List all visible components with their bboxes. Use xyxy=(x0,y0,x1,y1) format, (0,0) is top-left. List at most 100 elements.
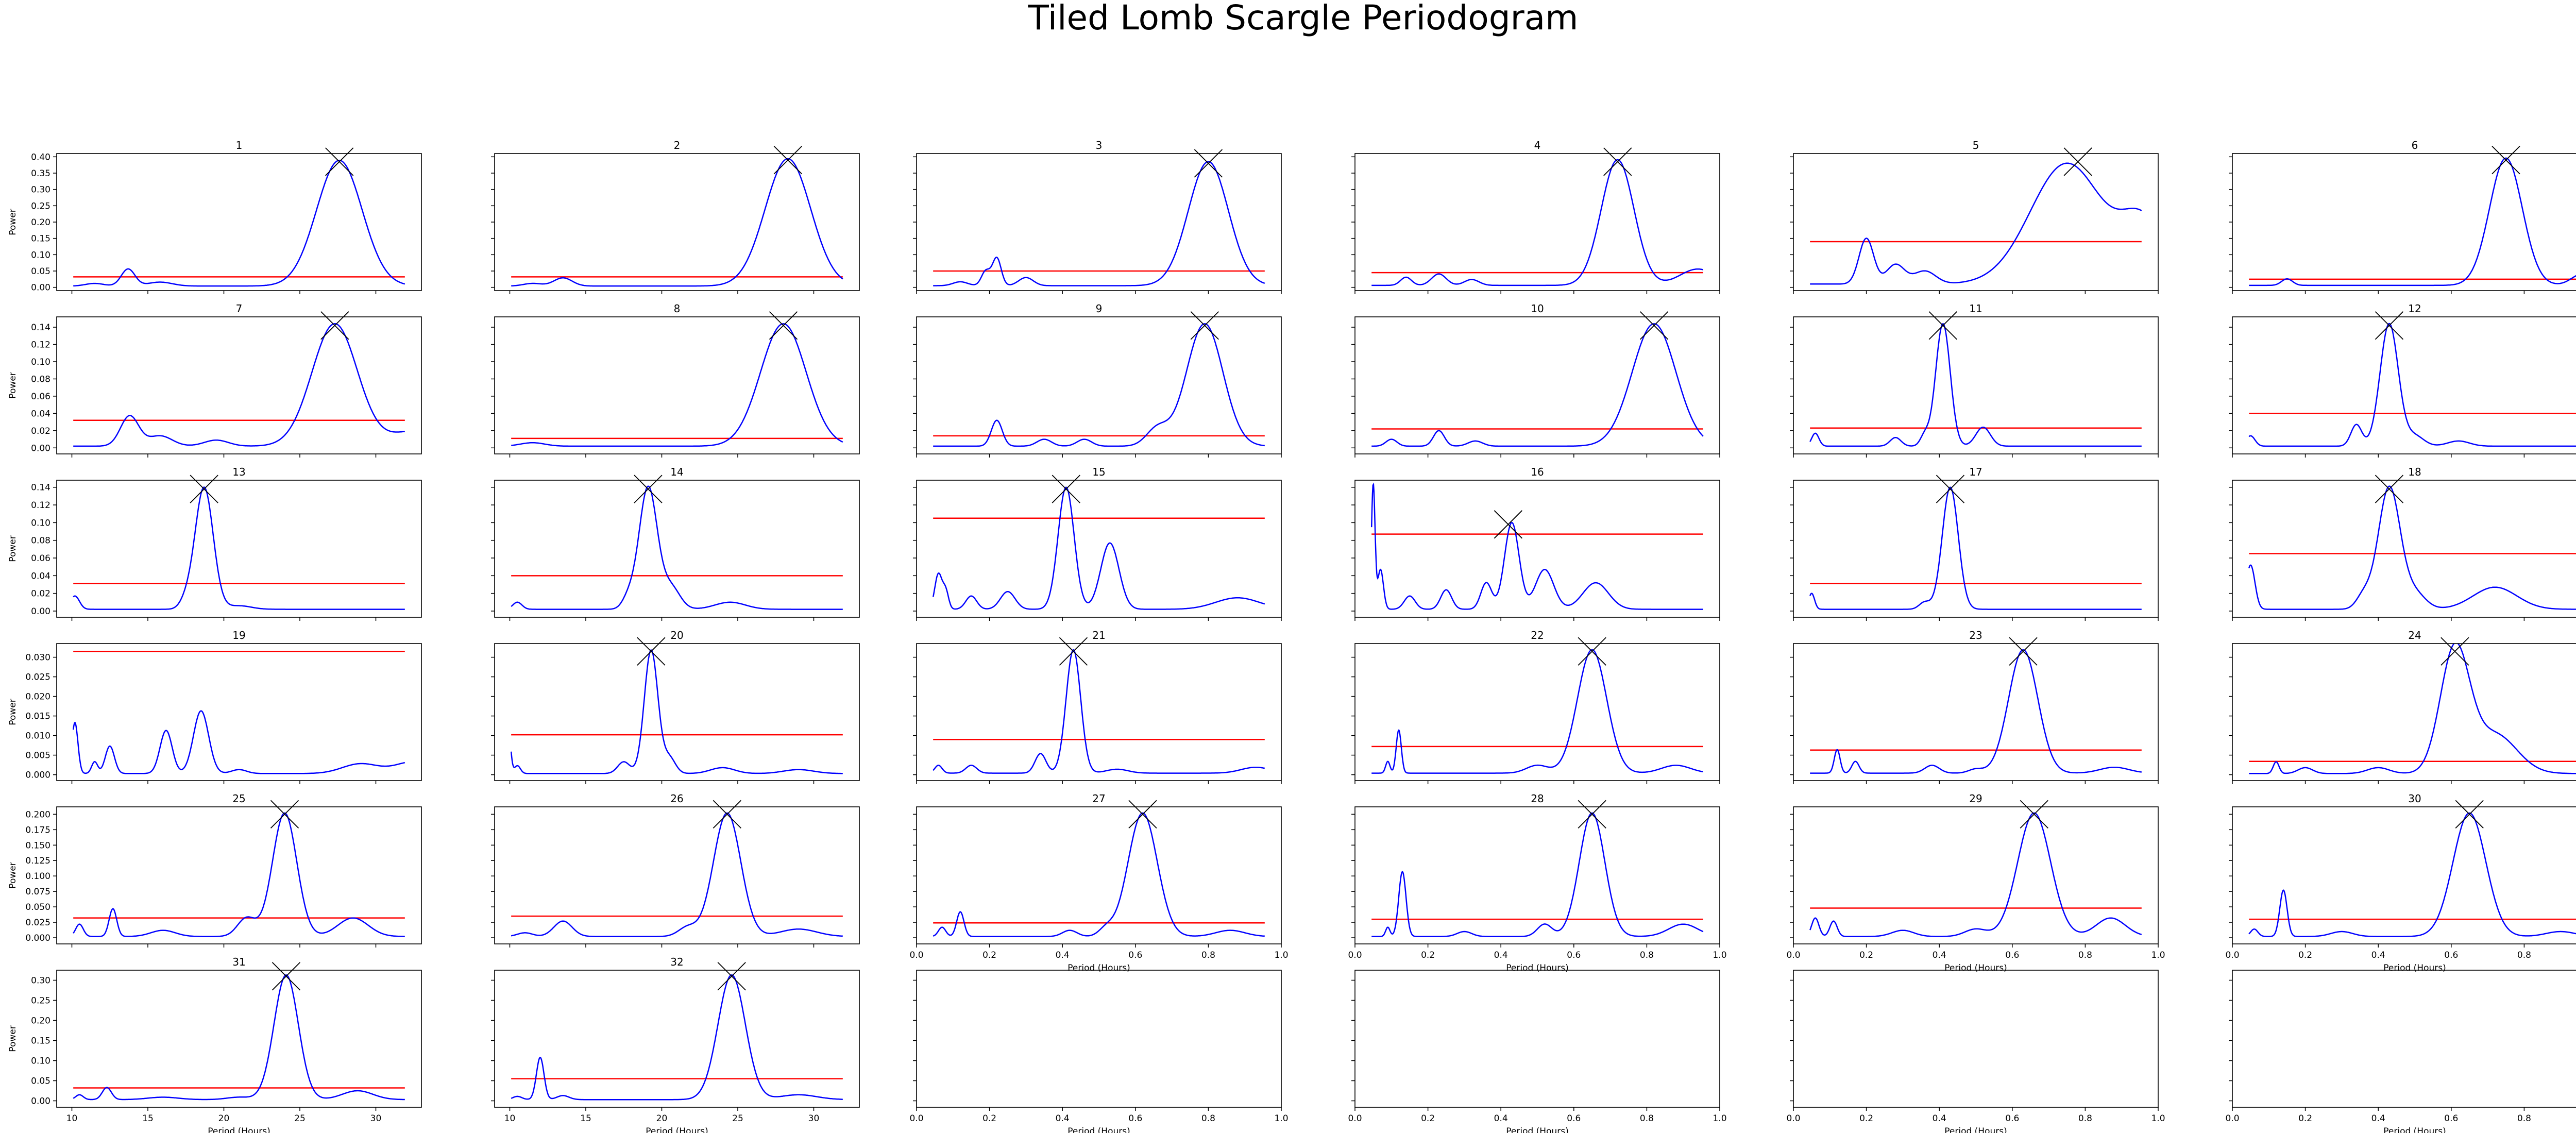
power-curve xyxy=(933,649,1265,774)
y-axis-label: Power xyxy=(8,862,18,888)
y-axis-label: Power xyxy=(8,1025,18,1052)
peak-marker xyxy=(1059,637,1088,666)
axes-frame xyxy=(916,480,1282,618)
y-tick-label: 0.00 xyxy=(31,283,50,293)
x-tick-label: 0.4 xyxy=(1933,950,1946,960)
power-curve xyxy=(511,323,843,447)
panel-16: 16 xyxy=(1351,466,1720,621)
panel-19: 0.000 0.005 0.010 0.015 0.020 0.025 0.030 Power… xyxy=(8,629,422,784)
panel-18: 18 xyxy=(2229,466,2576,621)
x-tick-label: 10 xyxy=(66,1113,78,1124)
x-tick-label: 1.0 xyxy=(1274,1113,1288,1124)
axes-frame xyxy=(1354,316,1720,454)
y-tick-label: 0.14 xyxy=(31,323,50,333)
peak-marker xyxy=(2009,637,2038,666)
panel-title: 18 xyxy=(2408,466,2421,478)
x-axis-label: Period (Hours) xyxy=(1944,963,2007,973)
power-curve xyxy=(73,486,405,610)
panel-title: 15 xyxy=(1092,466,1105,478)
peak-marker xyxy=(717,962,746,991)
power-curve xyxy=(2249,157,2576,286)
panel-20: 20 xyxy=(491,629,860,784)
power-curve xyxy=(2248,812,2576,937)
panel-title: 14 xyxy=(670,466,683,478)
y-tick-label: 0.010 xyxy=(25,731,50,741)
x-tick-label: 0.8 xyxy=(1201,950,1215,960)
axes-frame xyxy=(1354,480,1720,618)
panel-23: 23 xyxy=(1790,629,2159,784)
y-tick-label: 0.000 xyxy=(25,770,50,781)
y-tick-label: 0.00 xyxy=(31,1096,50,1107)
power-curve xyxy=(1371,323,1704,447)
peak-marker xyxy=(637,637,666,666)
y-tick-label: 0.10 xyxy=(31,1056,50,1067)
y-tick-label: 0.30 xyxy=(31,976,50,986)
panel-27: 0.0 0.2 0.4 0.6 0.8 1.0 Period (Hours) 27 xyxy=(909,792,1288,973)
peak-marker xyxy=(325,147,354,176)
power-curve xyxy=(933,812,1265,937)
y-tick-label: 0.015 xyxy=(25,712,50,722)
panel-17: 17 xyxy=(1790,466,2159,621)
x-axis-label: Period (Hours) xyxy=(1067,1126,1130,1133)
y-tick-label: 0.075 xyxy=(25,887,50,897)
panel-title: 6 xyxy=(2412,139,2418,151)
panel-title: 7 xyxy=(236,302,243,315)
x-tick-label: 0.8 xyxy=(2078,1113,2092,1124)
panel-title: 13 xyxy=(232,466,245,478)
x-tick-label: 0.6 xyxy=(1128,950,1142,960)
peak-marker xyxy=(272,962,301,991)
panel-4: 4 xyxy=(1351,139,1720,294)
power-curve xyxy=(73,812,405,937)
y-tick-label: 0.05 xyxy=(31,266,50,277)
power-curve xyxy=(2248,485,2576,610)
axes-frame xyxy=(494,480,860,618)
axes-frame xyxy=(2232,316,2576,454)
x-tick-label: 0.0 xyxy=(1786,950,1800,960)
panel-6: 6 xyxy=(2229,139,2576,294)
x-tick-label: 0.0 xyxy=(909,950,923,960)
axes-frame xyxy=(1793,480,2159,618)
power-curve xyxy=(511,974,843,1101)
panel-title: 23 xyxy=(1969,629,1982,641)
panel-14: 14 xyxy=(491,466,860,621)
y-tick-label: 0.08 xyxy=(31,536,50,546)
panel-title: 32 xyxy=(670,956,683,968)
peak-marker xyxy=(2020,800,2048,829)
axes-frame xyxy=(916,970,1282,1108)
empty-panel-35: 0.0 0.2 0.4 0.6 0.8 1.0 Period (Hours) xyxy=(1786,970,2165,1133)
power-curve xyxy=(933,161,1265,286)
y-tick-label: 0.02 xyxy=(31,589,50,599)
y-tick-label: 0.150 xyxy=(25,840,50,851)
axes-frame xyxy=(2232,480,2576,618)
x-tick-label: 0.2 xyxy=(1859,1113,1873,1124)
panel-title: 20 xyxy=(670,629,683,641)
panel-1: 0.00 0.05 0.10 0.15 0.20 0.25 0.30 0.35 0.40 Powe… xyxy=(8,139,422,294)
y-axis-label: Power xyxy=(8,535,18,562)
x-tick-label: 10 xyxy=(504,1113,516,1124)
panel-title: 17 xyxy=(1969,466,1982,478)
x-tick-label: 0.2 xyxy=(982,950,996,960)
power-curve xyxy=(1371,812,1704,937)
x-tick-label: 0.4 xyxy=(2371,950,2385,960)
axes-frame xyxy=(1793,970,2159,1108)
x-axis-label: Period (Hours) xyxy=(1067,963,1130,973)
y-tick-label: 0.020 xyxy=(25,692,50,702)
x-tick-label: 0.4 xyxy=(1056,950,1070,960)
axes-frame xyxy=(56,153,422,291)
panel-title: 10 xyxy=(1531,302,1544,315)
power-curve xyxy=(2248,323,2576,447)
axes-frame xyxy=(916,643,1282,781)
x-tick-label: 25 xyxy=(732,1113,743,1124)
panel-title: 4 xyxy=(1534,139,1541,151)
axes-frame xyxy=(1354,153,1720,291)
peak-marker xyxy=(2441,637,2469,666)
x-tick-label: 0.4 xyxy=(1494,950,1508,960)
power-curve xyxy=(73,160,405,287)
panel-title: 9 xyxy=(1096,302,1103,315)
panel-title: 12 xyxy=(2408,302,2421,315)
panel-7: 0.00 0.02 0.04 0.06 0.08 0.10 0.12 0.14 Power 7 xyxy=(8,302,422,458)
peak-marker xyxy=(1603,147,1632,176)
panel-11: 11 xyxy=(1790,302,2159,458)
y-tick-label: 0.030 xyxy=(25,653,50,663)
peak-marker xyxy=(1928,311,1957,340)
